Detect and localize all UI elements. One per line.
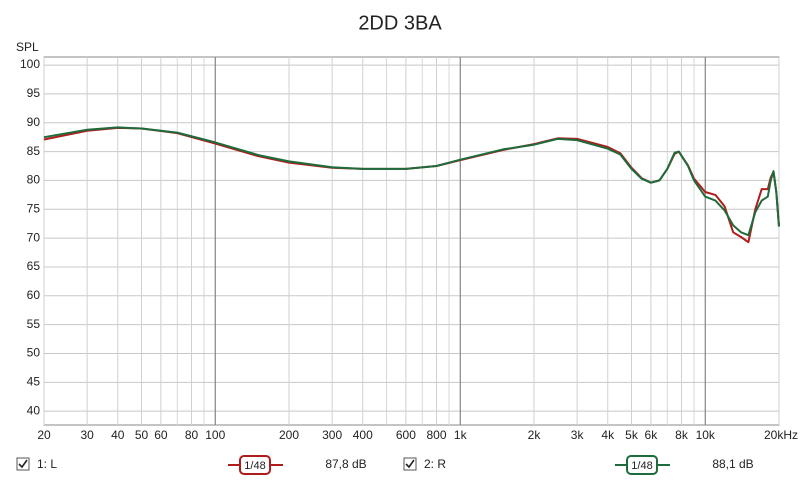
x-tick-label: 6k bbox=[645, 428, 659, 442]
x-tick-label: 3k bbox=[571, 428, 585, 442]
x-tick-label: 80 bbox=[185, 428, 199, 442]
checkbox[interactable] bbox=[16, 457, 30, 471]
x-tick-label: 2k bbox=[528, 428, 542, 442]
x-tick-label: 800 bbox=[426, 428, 446, 442]
x-tick-label: 1k bbox=[454, 428, 468, 442]
x-tick-label: 50 bbox=[135, 428, 149, 442]
smoothing-label: 1/48 bbox=[631, 460, 652, 472]
y-axis-label: SPL bbox=[16, 40, 39, 54]
smoothing-label: 1/48 bbox=[244, 460, 265, 472]
x-tick-label: 20 bbox=[37, 428, 51, 442]
y-tick-label: 45 bbox=[27, 374, 41, 388]
y-tick-label: 90 bbox=[27, 115, 41, 129]
chart-title: 2DD 3BA bbox=[358, 12, 442, 34]
x-tick-label: 8k bbox=[675, 428, 689, 442]
y-tick-label: 95 bbox=[27, 86, 41, 100]
smoothing-box[interactable] bbox=[626, 455, 658, 475]
checkmark bbox=[18, 459, 28, 469]
level-label: 87,8 dB bbox=[325, 457, 366, 471]
legend-entry: 1: L 1/48 87,8 dB bbox=[16, 455, 367, 475]
y-tick-label: 60 bbox=[27, 288, 41, 302]
x-tick-label: 200 bbox=[279, 428, 299, 442]
x-tick-label: 100 bbox=[205, 428, 225, 442]
x-tick-label: 600 bbox=[396, 428, 416, 442]
y-tick-label: 75 bbox=[27, 201, 41, 215]
y-tick-label: 70 bbox=[27, 230, 41, 244]
smoothing-box[interactable] bbox=[239, 455, 271, 475]
checkmark bbox=[405, 459, 415, 469]
y-tick-label: 100 bbox=[20, 57, 40, 71]
y-tick-label: 65 bbox=[27, 259, 41, 273]
y-tick-label: 50 bbox=[27, 346, 41, 360]
level-label: 88,1 dB bbox=[712, 457, 753, 471]
x-tick-label: 400 bbox=[353, 428, 373, 442]
x-tick-label: 40 bbox=[111, 428, 125, 442]
x-tick-label: 30 bbox=[80, 428, 94, 442]
y-tick-label: 85 bbox=[27, 144, 41, 158]
legend-label: 2: R bbox=[424, 457, 446, 471]
legend-entry: 2: R 1/48 88,1 dB bbox=[403, 455, 754, 475]
x-tick-label: 300 bbox=[322, 428, 342, 442]
y-tick-label: 80 bbox=[27, 173, 41, 187]
y-tick-label: 40 bbox=[27, 403, 41, 417]
y-tick-label: 55 bbox=[27, 317, 41, 331]
series-line bbox=[43, 126, 780, 237]
x-tick-label: 4k bbox=[601, 428, 615, 442]
x-tick-label: 5k bbox=[625, 428, 639, 442]
x-tick-label: 10k bbox=[696, 428, 716, 442]
x-tick-label: 20kHz bbox=[764, 428, 798, 442]
x-tick-label: 60 bbox=[154, 428, 168, 442]
checkbox[interactable] bbox=[403, 457, 417, 471]
legend-label: 1: L bbox=[37, 457, 57, 471]
plot-area bbox=[43, 56, 780, 426]
